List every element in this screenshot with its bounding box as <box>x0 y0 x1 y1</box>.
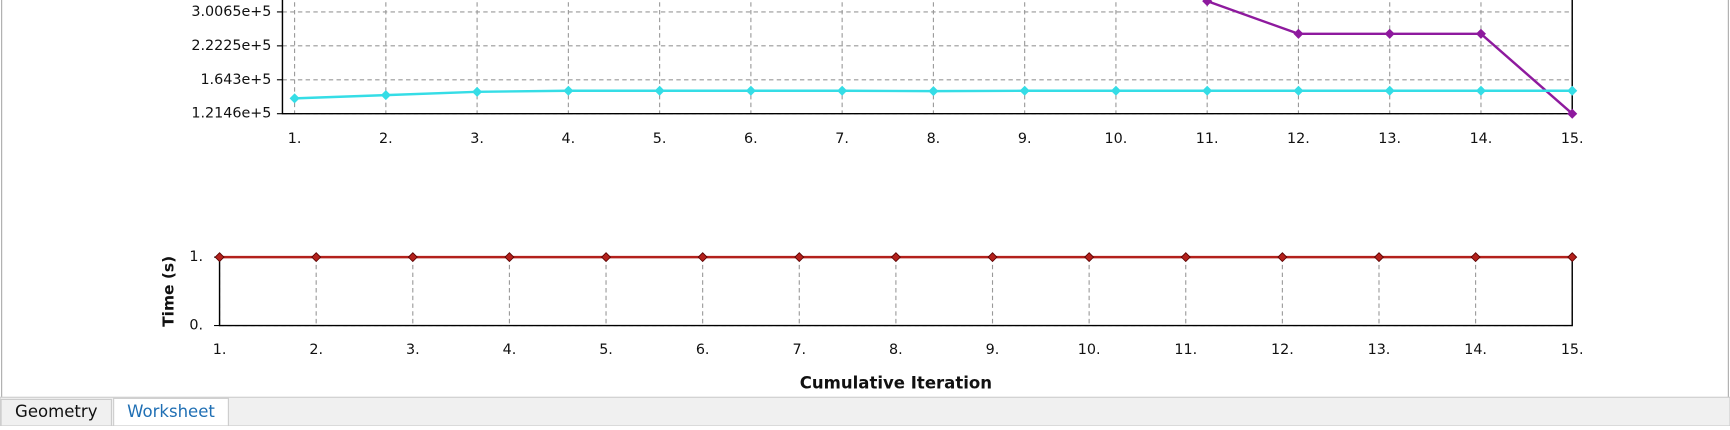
x-tick-label: 10. <box>1105 131 1128 147</box>
x-axis-title: Cumulative Iteration <box>800 374 992 393</box>
x-tick-label: 14. <box>1470 131 1493 147</box>
x-tick-label: 2. <box>309 342 323 358</box>
data-point <box>1293 28 1304 39</box>
x-tick-label: 10. <box>1078 342 1101 358</box>
x-tick-label: 12. <box>1287 131 1310 147</box>
x-tick-label: 12. <box>1271 342 1294 358</box>
x-tick-label: 3. <box>470 131 484 147</box>
y-tick-label: 1.643e+5 <box>200 72 271 88</box>
y-axis-title: Time (s) <box>159 256 177 327</box>
y-tick-label: 3.0065e+5 <box>191 4 271 20</box>
tab[interactable] <box>0 398 112 427</box>
x-tick-label: 13. <box>1368 342 1391 358</box>
x-tick-label: 9. <box>1018 131 1032 147</box>
data-point <box>890 252 901 263</box>
tab-bar <box>0 396 1730 427</box>
data-point <box>504 252 515 263</box>
x-tick-label: 5. <box>599 342 613 358</box>
tab-label[interactable]: Worksheet <box>127 402 215 421</box>
data-point <box>1180 252 1191 263</box>
data-point <box>1475 85 1487 96</box>
x-tick-label: 8. <box>927 131 941 147</box>
data-point <box>311 252 322 263</box>
y-tick-label: 0. <box>189 318 203 334</box>
data-point <box>654 85 665 96</box>
data-point <box>1567 85 1578 96</box>
data-point <box>1373 252 1385 263</box>
data-point <box>563 85 574 96</box>
data-point <box>1567 108 1578 119</box>
x-tick-label: 15. <box>1561 131 1584 147</box>
x-tick-label: 9. <box>986 342 1000 358</box>
x-tick-label: 13. <box>1378 131 1401 147</box>
data-point <box>380 90 391 101</box>
data-point <box>1202 0 1213 7</box>
x-tick-label: 11. <box>1196 131 1219 147</box>
x-tick-label: 1. <box>213 342 227 358</box>
tab-label[interactable]: Geometry <box>15 402 98 421</box>
data-point <box>1084 252 1095 263</box>
x-tick-label: 4. <box>503 342 517 358</box>
y-tick-label: 1. <box>189 249 203 265</box>
data-point <box>1277 252 1288 263</box>
data-point <box>1293 85 1304 96</box>
data-point <box>1384 85 1395 96</box>
data-point <box>794 252 805 263</box>
x-tick-label: 1. <box>288 131 302 147</box>
data-point <box>472 86 483 97</box>
data-point <box>1567 252 1578 263</box>
tab-active[interactable] <box>113 397 229 427</box>
x-tick-label: 2. <box>379 131 393 147</box>
y-tick-label: 1.2146e+5 <box>191 106 271 122</box>
data-point <box>214 252 225 263</box>
data-point <box>1019 85 1030 96</box>
plot-frame <box>281 0 1573 115</box>
data-point <box>745 85 756 96</box>
x-tick-label: 8. <box>889 342 903 358</box>
x-tick-label: 3. <box>406 342 420 358</box>
x-tick-label: 5. <box>653 131 667 147</box>
data-point <box>1110 85 1121 96</box>
x-tick-label: 7. <box>835 131 849 147</box>
x-tick-label: 11. <box>1174 342 1197 358</box>
x-tick-label: 6. <box>696 342 710 358</box>
data-point <box>289 93 300 104</box>
data-point <box>987 252 998 263</box>
data-point <box>1202 85 1213 96</box>
x-tick-label: 14. <box>1464 342 1487 358</box>
data-point <box>600 252 612 263</box>
x-tick-label: 6. <box>744 131 758 147</box>
x-tick-label: 15. <box>1561 342 1584 358</box>
data-point <box>1384 28 1395 39</box>
data-point <box>837 85 848 96</box>
data-point <box>407 252 418 263</box>
x-tick-label: 4. <box>562 131 576 147</box>
x-tick-label: 7. <box>792 342 806 358</box>
y-tick-label: 2.2225e+5 <box>191 38 271 54</box>
data-point <box>1475 28 1487 39</box>
data-point <box>697 252 708 263</box>
data-point <box>928 86 939 97</box>
data-point <box>1470 252 1481 263</box>
